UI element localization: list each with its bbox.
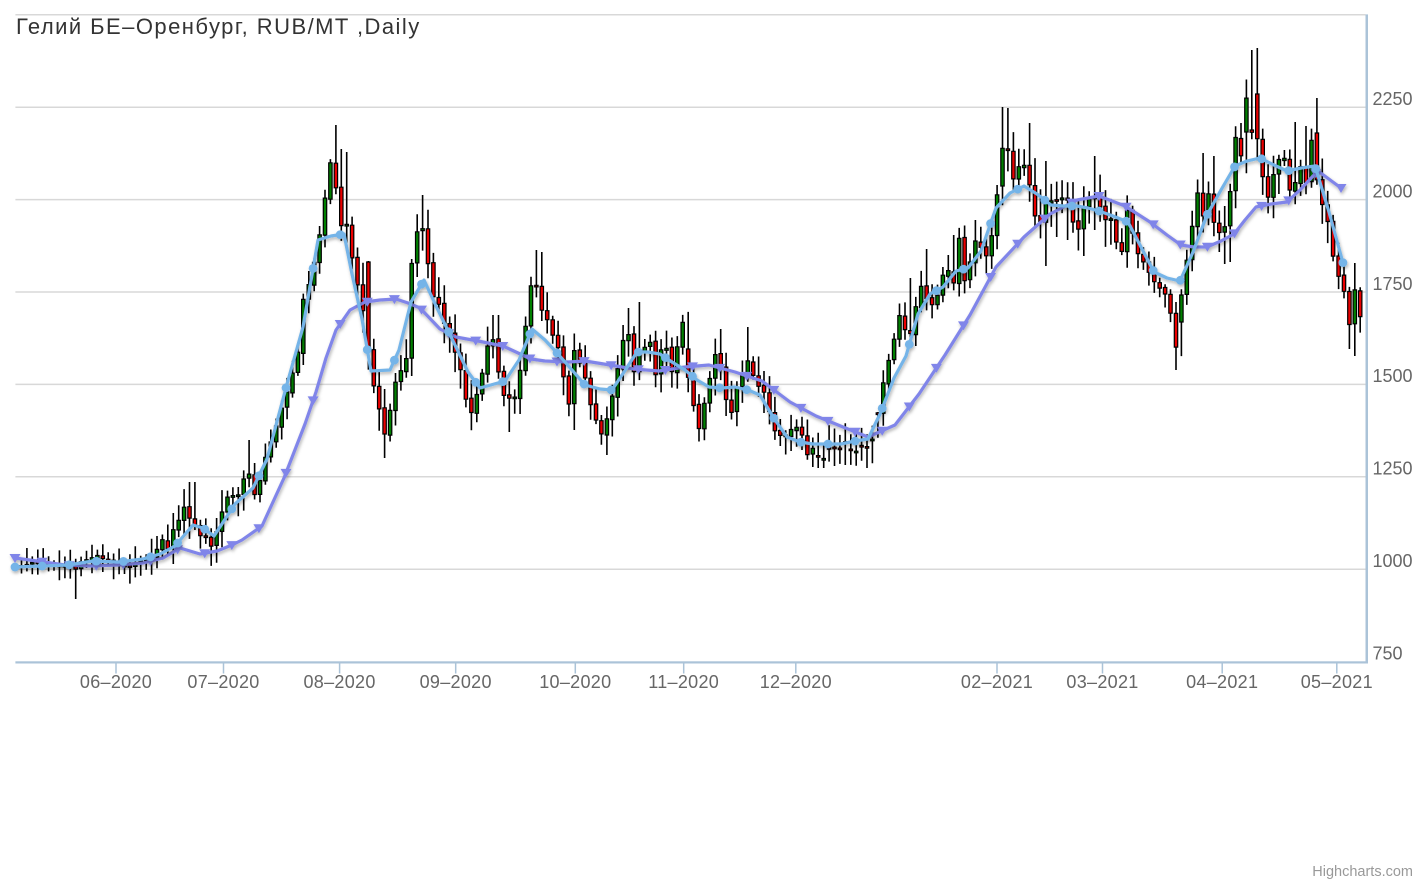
- svg-text:06–2020: 06–2020: [80, 672, 152, 692]
- svg-text:1000: 1000: [1373, 551, 1413, 571]
- svg-text:11–2020: 11–2020: [648, 672, 719, 692]
- svg-text:Highcharts.com: Highcharts.com: [1312, 864, 1413, 880]
- svg-text:2250: 2250: [1373, 89, 1413, 109]
- svg-text:03–2021: 03–2021: [1066, 672, 1138, 692]
- svg-text:10–2020: 10–2020: [539, 672, 611, 692]
- svg-text:04–2021: 04–2021: [1186, 672, 1258, 692]
- svg-text:12–2020: 12–2020: [760, 672, 832, 692]
- svg-text:09–2020: 09–2020: [420, 672, 492, 692]
- svg-text:08–2020: 08–2020: [304, 672, 376, 692]
- svg-text:1750: 1750: [1373, 274, 1413, 294]
- svg-text:02–2021: 02–2021: [961, 672, 1033, 692]
- svg-text:1250: 1250: [1373, 459, 1413, 479]
- svg-text:Гелий БЕ–Оренбург, RUB/MT ,Dai: Гелий БЕ–Оренбург, RUB/MT ,Daily: [16, 14, 421, 39]
- svg-text:2000: 2000: [1373, 181, 1413, 201]
- svg-text:05–2021: 05–2021: [1301, 672, 1373, 692]
- svg-text:1500: 1500: [1373, 366, 1413, 386]
- svg-text:750: 750: [1373, 643, 1403, 663]
- svg-text:07–2020: 07–2020: [187, 672, 259, 692]
